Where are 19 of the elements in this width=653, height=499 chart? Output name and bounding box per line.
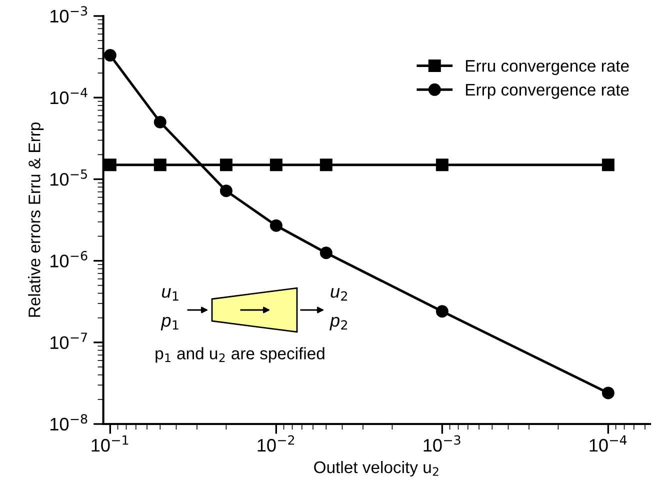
legend-label: Errp convergence rate: [466, 84, 629, 99]
y-tick-label: 10$^{−6}$: [50, 250, 88, 268]
x-tick-label: 10$^{−4}$: [590, 435, 627, 452]
x-tick-label: 10$^{−3}$: [424, 435, 460, 452]
annotation: p$_{1}$: [160, 316, 178, 330]
y-tick-label: 10$^{−4}$: [50, 88, 88, 104]
y-axis-title: Relative errors Erru & Errp: [28, 122, 44, 317]
legend-label: Erru convergence rate: [466, 60, 629, 76]
x-axis-title: Outlet velocity u$_{2}$: [314, 460, 438, 477]
y-tick-label: 10$^{−7}$: [50, 332, 87, 349]
annotation: u$_{1}$: [162, 288, 178, 301]
x-tick-label: 10$^{−2}$: [258, 435, 294, 452]
y-tick-label: 10$^{−5}$: [50, 169, 87, 186]
y-tick-label: 10$^{−3}$: [50, 6, 88, 23]
x-tick-label: 10$^{−1}$: [92, 435, 128, 452]
y-tick-label: 10$^{−8}$: [50, 414, 88, 431]
annotation: p$_{1}$ and u$_{2}$ are specified: [156, 347, 324, 363]
annotation: u$_{2}$: [330, 288, 347, 301]
annotation: p$_{2}$: [330, 316, 347, 330]
